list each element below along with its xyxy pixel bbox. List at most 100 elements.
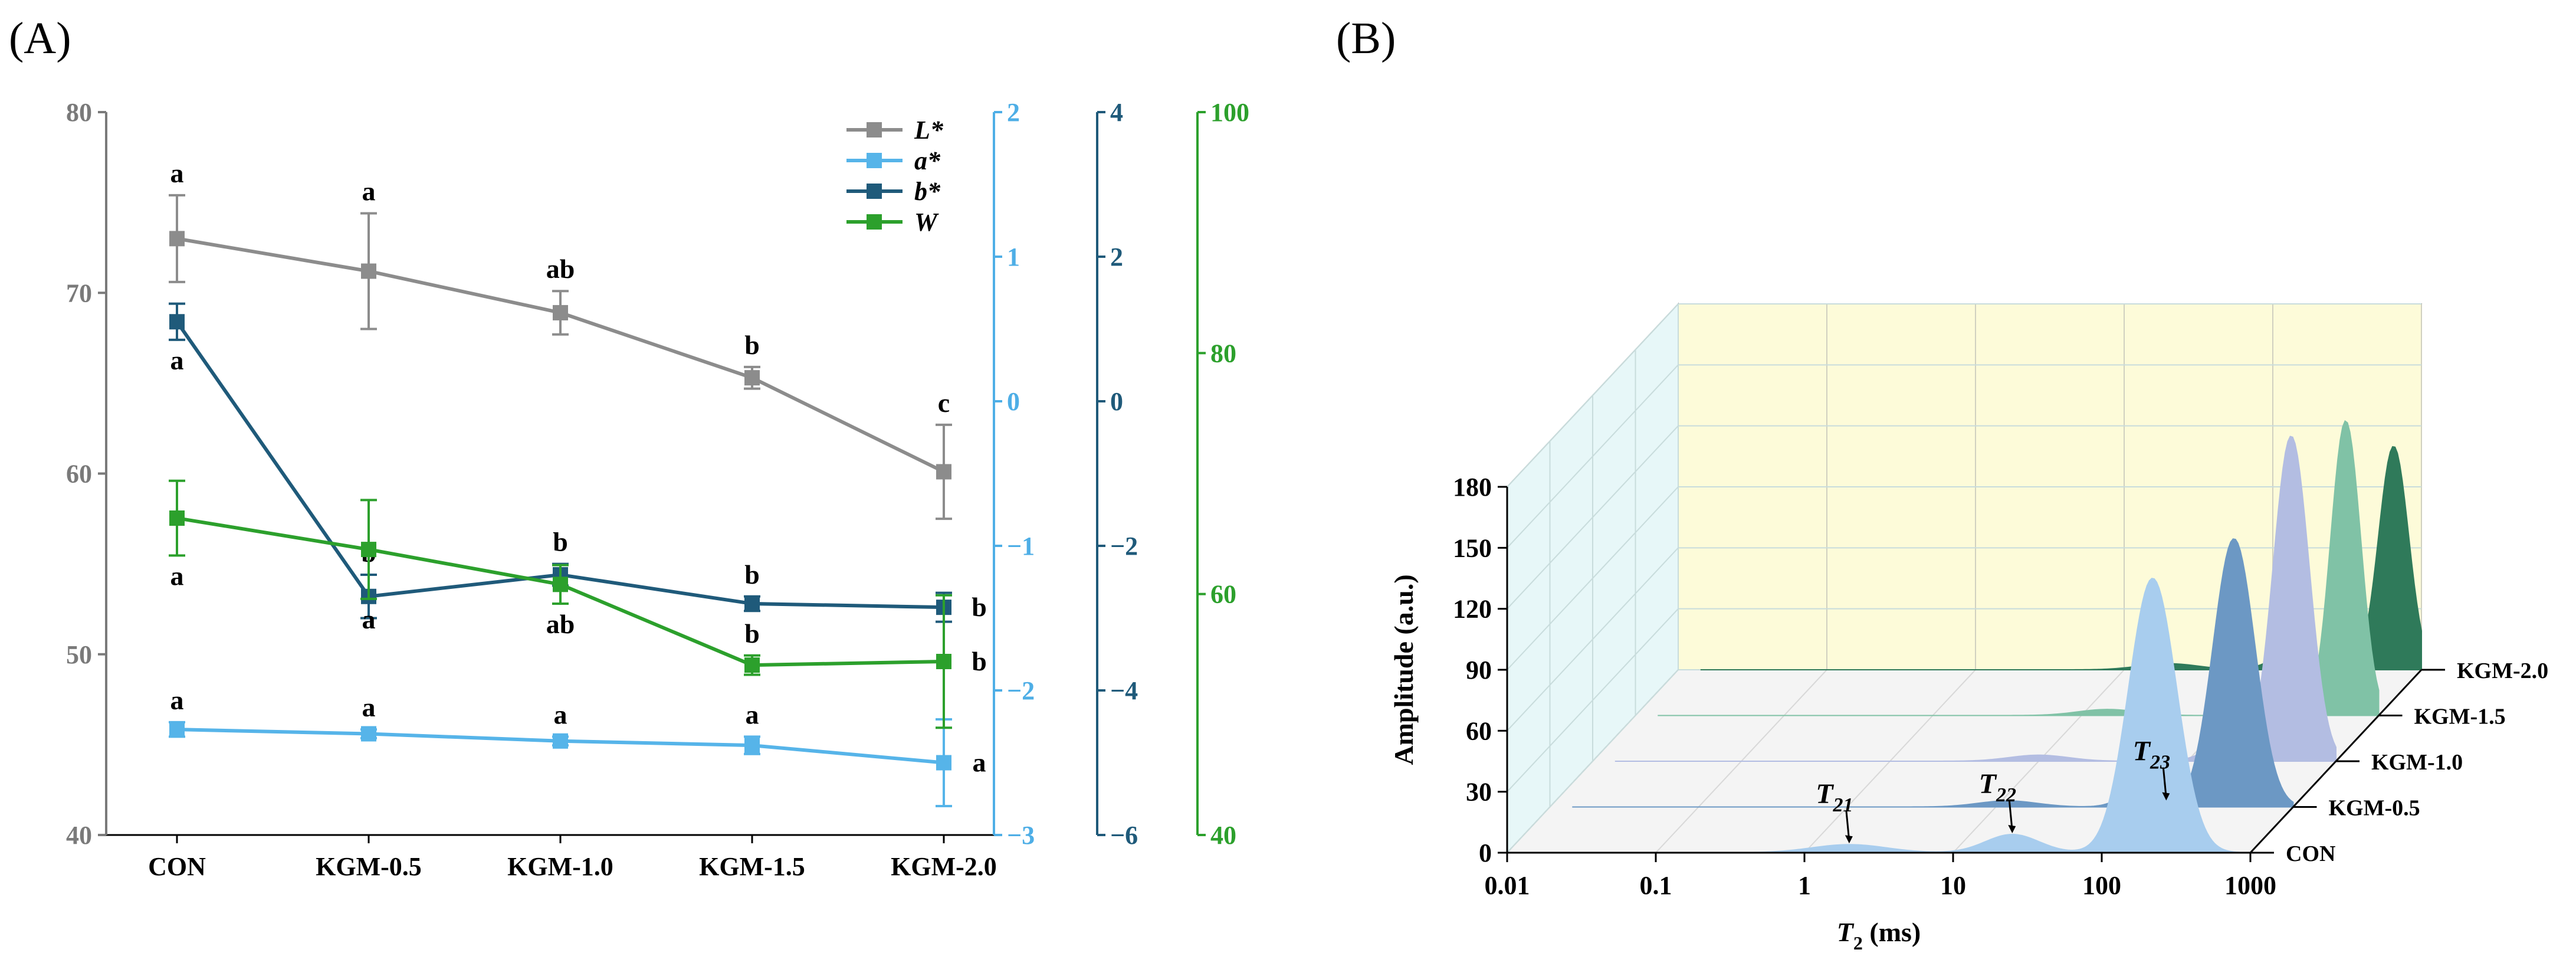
series-L-point bbox=[744, 370, 760, 386]
annotation-base: T bbox=[1979, 768, 1997, 800]
x-tick-label: 1 bbox=[1798, 871, 1811, 900]
significance-letter: b bbox=[553, 527, 568, 557]
x-tick-label: 100 bbox=[2082, 871, 2121, 900]
y-tick-label: 0 bbox=[1479, 839, 1492, 867]
y-tick-label: 60 bbox=[1466, 716, 1492, 745]
x-tick-label: 10 bbox=[1940, 871, 1966, 900]
legend-marker bbox=[867, 214, 882, 230]
annotation-base: T bbox=[1816, 778, 1834, 810]
annotation-arrowhead bbox=[1845, 835, 1853, 844]
y-axis-L-tick-label: 50 bbox=[66, 640, 92, 669]
significance-letter: a bbox=[973, 748, 986, 778]
y-axis-a-tick-label: −1 bbox=[1007, 532, 1035, 561]
x-tick-label: 1000 bbox=[2224, 871, 2276, 900]
series-b-point bbox=[169, 314, 185, 330]
significance-letter: a bbox=[170, 561, 184, 591]
y-tick-label: 150 bbox=[1453, 533, 1492, 562]
series-W-point bbox=[936, 654, 951, 669]
series-W-point bbox=[169, 510, 185, 526]
line-chart-color-parameters: CON KGM-0.5 KGM-1.0 KGM-1.5 KGM-2.0405060708… bbox=[66, 98, 1249, 881]
series-W-point bbox=[553, 577, 568, 592]
significance-letter: a bbox=[170, 345, 184, 375]
series-a-point bbox=[361, 726, 376, 742]
y-axis-L-tick-label: 40 bbox=[66, 821, 92, 850]
x-tick-label: KGM-1.0 bbox=[507, 852, 613, 881]
series-L-point bbox=[936, 464, 951, 480]
series-label: KGM-0.5 bbox=[2329, 796, 2420, 821]
y-tick-label: 180 bbox=[1453, 473, 1492, 502]
annotation-sub: 22 bbox=[1996, 784, 2016, 806]
series-b-point bbox=[744, 596, 760, 611]
significance-letter: ab bbox=[546, 254, 575, 284]
significance-letter: b bbox=[744, 330, 760, 360]
depth-axis-line bbox=[2249, 669, 2423, 854]
annotation-label: T23 bbox=[2133, 736, 2170, 774]
x-tick-label: 0.1 bbox=[1640, 871, 1672, 900]
series-label: KGM-2.0 bbox=[2457, 659, 2548, 683]
series-W-point bbox=[361, 542, 376, 558]
legend-label: a* bbox=[914, 146, 941, 175]
x-axis-title-sub: 2 bbox=[1853, 932, 1863, 954]
legend-label: b* bbox=[914, 177, 941, 206]
series-L-point bbox=[553, 304, 568, 320]
y-axis-L-tick-label: 70 bbox=[66, 279, 92, 307]
panel-a-label: (A) bbox=[9, 14, 71, 63]
annotation-sub: 21 bbox=[1833, 794, 1853, 816]
y-tick-label: 90 bbox=[1466, 656, 1492, 685]
annotation-sub: 23 bbox=[2150, 752, 2170, 774]
significance-letter: b bbox=[972, 646, 987, 676]
series-a-point bbox=[936, 755, 951, 771]
y-axis-title: Amplitude (a.u.) bbox=[1389, 574, 1419, 765]
significance-letter: a bbox=[554, 699, 567, 729]
y-axis-W-tick-label: 100 bbox=[1210, 98, 1249, 127]
x-tick-label: KGM-1.5 bbox=[699, 852, 805, 881]
waterfall-chart-lf-nmr: KGM-2.0 KGM-1.5 KGM-1.0 KGM-0.5 CON 0.01 0.1 1 1… bbox=[1389, 302, 2548, 954]
y-axis-L-tick-label: 60 bbox=[66, 460, 92, 489]
legend-marker bbox=[867, 122, 882, 137]
legend-marker bbox=[867, 153, 882, 168]
annotation-label: T22 bbox=[1979, 768, 2016, 806]
significance-letter: b bbox=[744, 559, 760, 590]
series-a-point bbox=[744, 738, 760, 754]
annotation-arrowhead bbox=[2008, 824, 2016, 833]
y-axis-b-tick-label: −6 bbox=[1110, 821, 1138, 850]
y-axis-b-tick-label: 4 bbox=[1110, 98, 1123, 127]
y-axis-W-tick-label: 60 bbox=[1210, 580, 1236, 609]
significance-letter: a bbox=[362, 692, 376, 722]
significance-letter: b bbox=[972, 592, 987, 622]
y-axis-a-tick-label: 2 bbox=[1007, 98, 1020, 127]
legend-label: L* bbox=[914, 116, 944, 145]
series-L-point bbox=[169, 231, 185, 247]
y-tick-label: 30 bbox=[1466, 778, 1492, 807]
significance-letter: a bbox=[746, 699, 759, 729]
y-axis-a-tick-label: 1 bbox=[1007, 243, 1020, 271]
y-axis-b-tick-label: 2 bbox=[1110, 243, 1123, 271]
series-a-point bbox=[169, 722, 185, 738]
x-axis-title-unit: (ms) bbox=[1863, 917, 1921, 947]
x-tick-label: KGM-2.0 bbox=[891, 852, 997, 881]
series-label: CON bbox=[2286, 841, 2335, 866]
series-label: KGM-1.5 bbox=[2414, 705, 2506, 729]
annotation-base: T bbox=[2133, 736, 2151, 767]
y-tick-label: 120 bbox=[1453, 595, 1492, 624]
y-axis-W-tick-label: 40 bbox=[1210, 821, 1236, 850]
legend-marker bbox=[867, 184, 882, 199]
x-axis-title-base: T bbox=[1837, 917, 1855, 947]
annotation-arrowhead bbox=[2162, 792, 2170, 801]
y-axis-W-tick-label: 80 bbox=[1210, 339, 1236, 368]
series-L-point bbox=[361, 263, 376, 279]
y-axis-L-tick-label: 80 bbox=[66, 98, 92, 127]
annotation-label: T21 bbox=[1816, 778, 1853, 816]
x-tick-label: KGM-0.5 bbox=[316, 852, 422, 881]
y-axis-a-tick-label: 0 bbox=[1007, 387, 1020, 416]
series-a-point bbox=[553, 733, 568, 749]
significance-letter: ab bbox=[546, 609, 575, 639]
significance-letter: c bbox=[938, 388, 950, 418]
series-W-point bbox=[744, 657, 760, 673]
y-axis-b-tick-label: 0 bbox=[1110, 387, 1123, 416]
y-axis-b-tick-label: −2 bbox=[1110, 532, 1138, 561]
significance-letter: a bbox=[362, 176, 376, 207]
significance-letter: a bbox=[170, 158, 184, 188]
y-axis-a-tick-label: −2 bbox=[1007, 676, 1035, 705]
